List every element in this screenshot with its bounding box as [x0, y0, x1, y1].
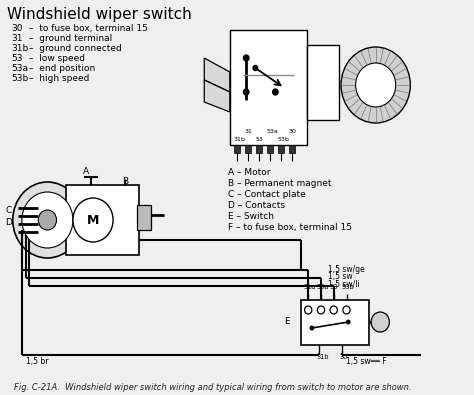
Bar	[301, 300, 369, 345]
Text: 1,5 sw/li: 1,5 sw/li	[328, 280, 360, 290]
Text: 30: 30	[339, 354, 347, 360]
Text: –  end position: – end position	[29, 64, 95, 73]
Text: –  ground terminal: – ground terminal	[29, 34, 112, 43]
Text: 53: 53	[329, 284, 337, 290]
Bar	[137, 205, 151, 230]
Text: 53b: 53b	[11, 74, 28, 83]
Text: 53b: 53b	[342, 284, 355, 290]
Circle shape	[356, 63, 396, 107]
Text: –  low speed: – low speed	[29, 54, 85, 63]
Text: –  high speed: – high speed	[29, 74, 90, 83]
Circle shape	[330, 306, 337, 314]
Text: E: E	[284, 318, 290, 327]
Bar	[66, 185, 138, 255]
Text: –  to fuse box, terminal 15: – to fuse box, terminal 15	[29, 24, 148, 33]
Text: 1,5 sw: 1,5 sw	[328, 273, 353, 282]
Text: 53a: 53a	[317, 284, 329, 290]
Circle shape	[38, 210, 56, 230]
Bar	[230, 30, 307, 145]
Text: 1,5 br: 1,5 br	[27, 357, 49, 366]
Bar	[234, 145, 240, 153]
Text: 53b: 53b	[277, 137, 289, 142]
Text: 31a: 31a	[304, 284, 316, 290]
Polygon shape	[204, 80, 230, 112]
Text: 31: 31	[11, 34, 22, 43]
Text: F – to fuse box, terminal 15: F – to fuse box, terminal 15	[228, 223, 352, 232]
Circle shape	[310, 325, 314, 331]
Text: –  ground connected: – ground connected	[29, 44, 122, 53]
Circle shape	[317, 306, 325, 314]
Bar	[267, 145, 273, 153]
Circle shape	[253, 66, 257, 70]
Text: 53: 53	[255, 137, 263, 142]
Circle shape	[341, 47, 410, 123]
Circle shape	[244, 89, 249, 95]
Text: 30: 30	[288, 129, 296, 134]
Circle shape	[346, 320, 351, 325]
Circle shape	[305, 306, 312, 314]
Circle shape	[73, 198, 113, 242]
Text: 1,5 sw══ F: 1,5 sw══ F	[346, 357, 386, 366]
Text: A: A	[82, 167, 89, 176]
Text: 53a: 53a	[11, 64, 28, 73]
Bar	[245, 145, 251, 153]
Text: 53a: 53a	[266, 129, 278, 134]
Text: 30: 30	[11, 24, 22, 33]
Text: 53: 53	[11, 54, 22, 63]
Text: Fig. C-21A.  Windshield wiper switch wiring and typical wiring from switch to mo: Fig. C-21A. Windshield wiper switch wiri…	[14, 383, 411, 392]
Text: E – Switch: E – Switch	[228, 212, 274, 221]
Text: M: M	[87, 214, 99, 226]
Circle shape	[343, 306, 350, 314]
Text: D: D	[6, 218, 12, 227]
Circle shape	[22, 192, 73, 248]
Bar	[256, 145, 262, 153]
Text: A – Motor: A – Motor	[228, 168, 271, 177]
Circle shape	[273, 89, 278, 95]
Text: Windshield wiper switch: Windshield wiper switch	[7, 7, 192, 22]
Polygon shape	[204, 58, 230, 92]
Text: B – Permanent magnet: B – Permanent magnet	[228, 179, 331, 188]
Bar	[278, 145, 283, 153]
Text: 31b: 31b	[11, 44, 28, 53]
Circle shape	[371, 312, 389, 332]
Text: D – Contacts: D – Contacts	[228, 201, 285, 210]
Bar	[289, 145, 294, 153]
Circle shape	[244, 55, 249, 61]
Circle shape	[13, 182, 82, 258]
Text: C – Contact plate: C – Contact plate	[228, 190, 306, 199]
Text: 31b: 31b	[317, 354, 329, 360]
Text: B: B	[122, 177, 128, 186]
Text: 31: 31	[245, 129, 252, 134]
Text: 31b: 31b	[233, 137, 246, 142]
Text: 1,5 sw/ge: 1,5 sw/ge	[328, 265, 365, 273]
Text: C: C	[6, 206, 12, 215]
Bar	[307, 45, 339, 120]
